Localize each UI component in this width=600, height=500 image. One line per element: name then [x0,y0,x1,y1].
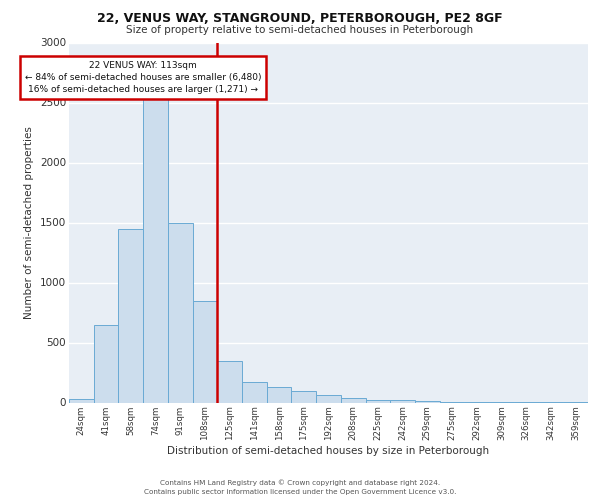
Bar [267,387,292,402]
Bar [292,390,316,402]
Bar [143,96,168,403]
Bar [69,399,94,402]
Bar [94,324,118,402]
Bar [365,400,390,402]
Bar [168,222,193,402]
Bar [341,398,365,402]
Bar [415,401,440,402]
X-axis label: Distribution of semi-detached houses by size in Peterborough: Distribution of semi-detached houses by … [167,446,490,456]
Bar [217,360,242,403]
Bar [242,382,267,402]
Text: 22, VENUS WAY, STANGROUND, PETERBOROUGH, PE2 8GF: 22, VENUS WAY, STANGROUND, PETERBOROUGH,… [97,12,503,26]
Text: Contains HM Land Registry data © Crown copyright and database right 2024.
Contai: Contains HM Land Registry data © Crown c… [144,480,456,495]
Y-axis label: Number of semi-detached properties: Number of semi-detached properties [25,126,34,319]
Bar [390,400,415,402]
Bar [193,300,217,402]
Text: Size of property relative to semi-detached houses in Peterborough: Size of property relative to semi-detach… [127,25,473,35]
Bar [118,228,143,402]
Text: 22 VENUS WAY: 113sqm
← 84% of semi-detached houses are smaller (6,480)
16% of se: 22 VENUS WAY: 113sqm ← 84% of semi-detac… [25,60,262,94]
Bar [316,396,341,402]
